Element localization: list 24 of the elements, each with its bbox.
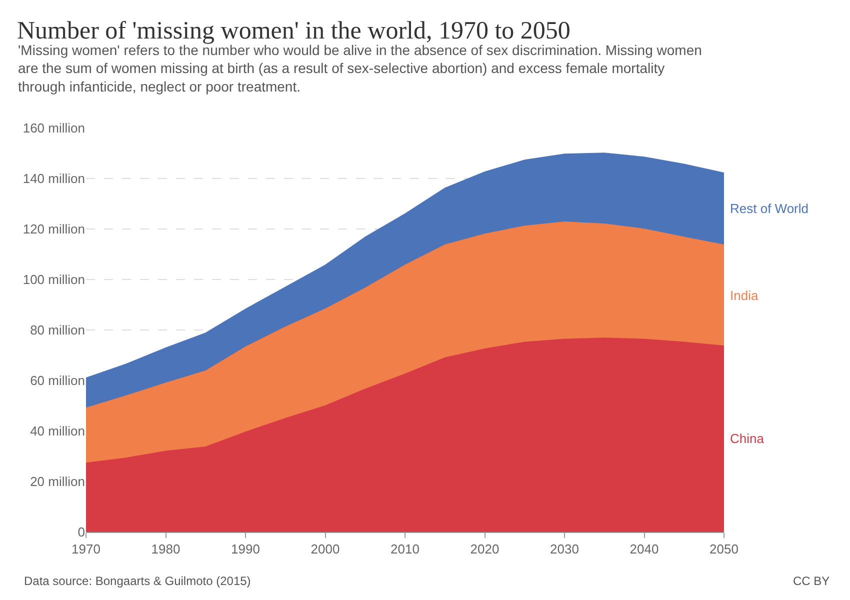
x-tick-label: 2050 bbox=[710, 542, 738, 557]
y-tick-label: 0 bbox=[78, 524, 85, 540]
x-tick-label: 2000 bbox=[310, 542, 340, 557]
y-tick-label: 80 million bbox=[30, 322, 85, 338]
y-tick-label: 20 million bbox=[30, 474, 85, 490]
x-tick-label: 1970 bbox=[72, 542, 100, 557]
y-tick-label: 120 million bbox=[22, 222, 85, 237]
x-tick-label: 2030 bbox=[550, 542, 579, 557]
y-tick-label: 140 million bbox=[22, 171, 85, 186]
x-tick-label: 2010 bbox=[390, 542, 420, 557]
source-note: Data source: Bongaarts & Guilmoto (2015) bbox=[24, 574, 251, 588]
y-tick-label: 40 million bbox=[30, 424, 85, 439]
y-tick-label: 160 million bbox=[22, 120, 85, 136]
x-tick-label: 2040 bbox=[630, 542, 659, 557]
text: CC BY bbox=[793, 574, 830, 588]
x-tick-label: 1980 bbox=[151, 542, 180, 557]
x-tick-label: 1990 bbox=[231, 542, 260, 557]
y-tick-label: 100 million bbox=[22, 272, 85, 288]
series-label: India bbox=[730, 288, 759, 303]
series-label: Rest of World bbox=[730, 201, 809, 216]
chart-title: Number of 'missing women' in the world, 1970 to 2050 bbox=[17, 18, 570, 44]
x-tick-label: 2020 bbox=[470, 542, 500, 557]
text: China bbox=[730, 431, 765, 446]
y-tick-label: 60 million bbox=[30, 373, 85, 388]
